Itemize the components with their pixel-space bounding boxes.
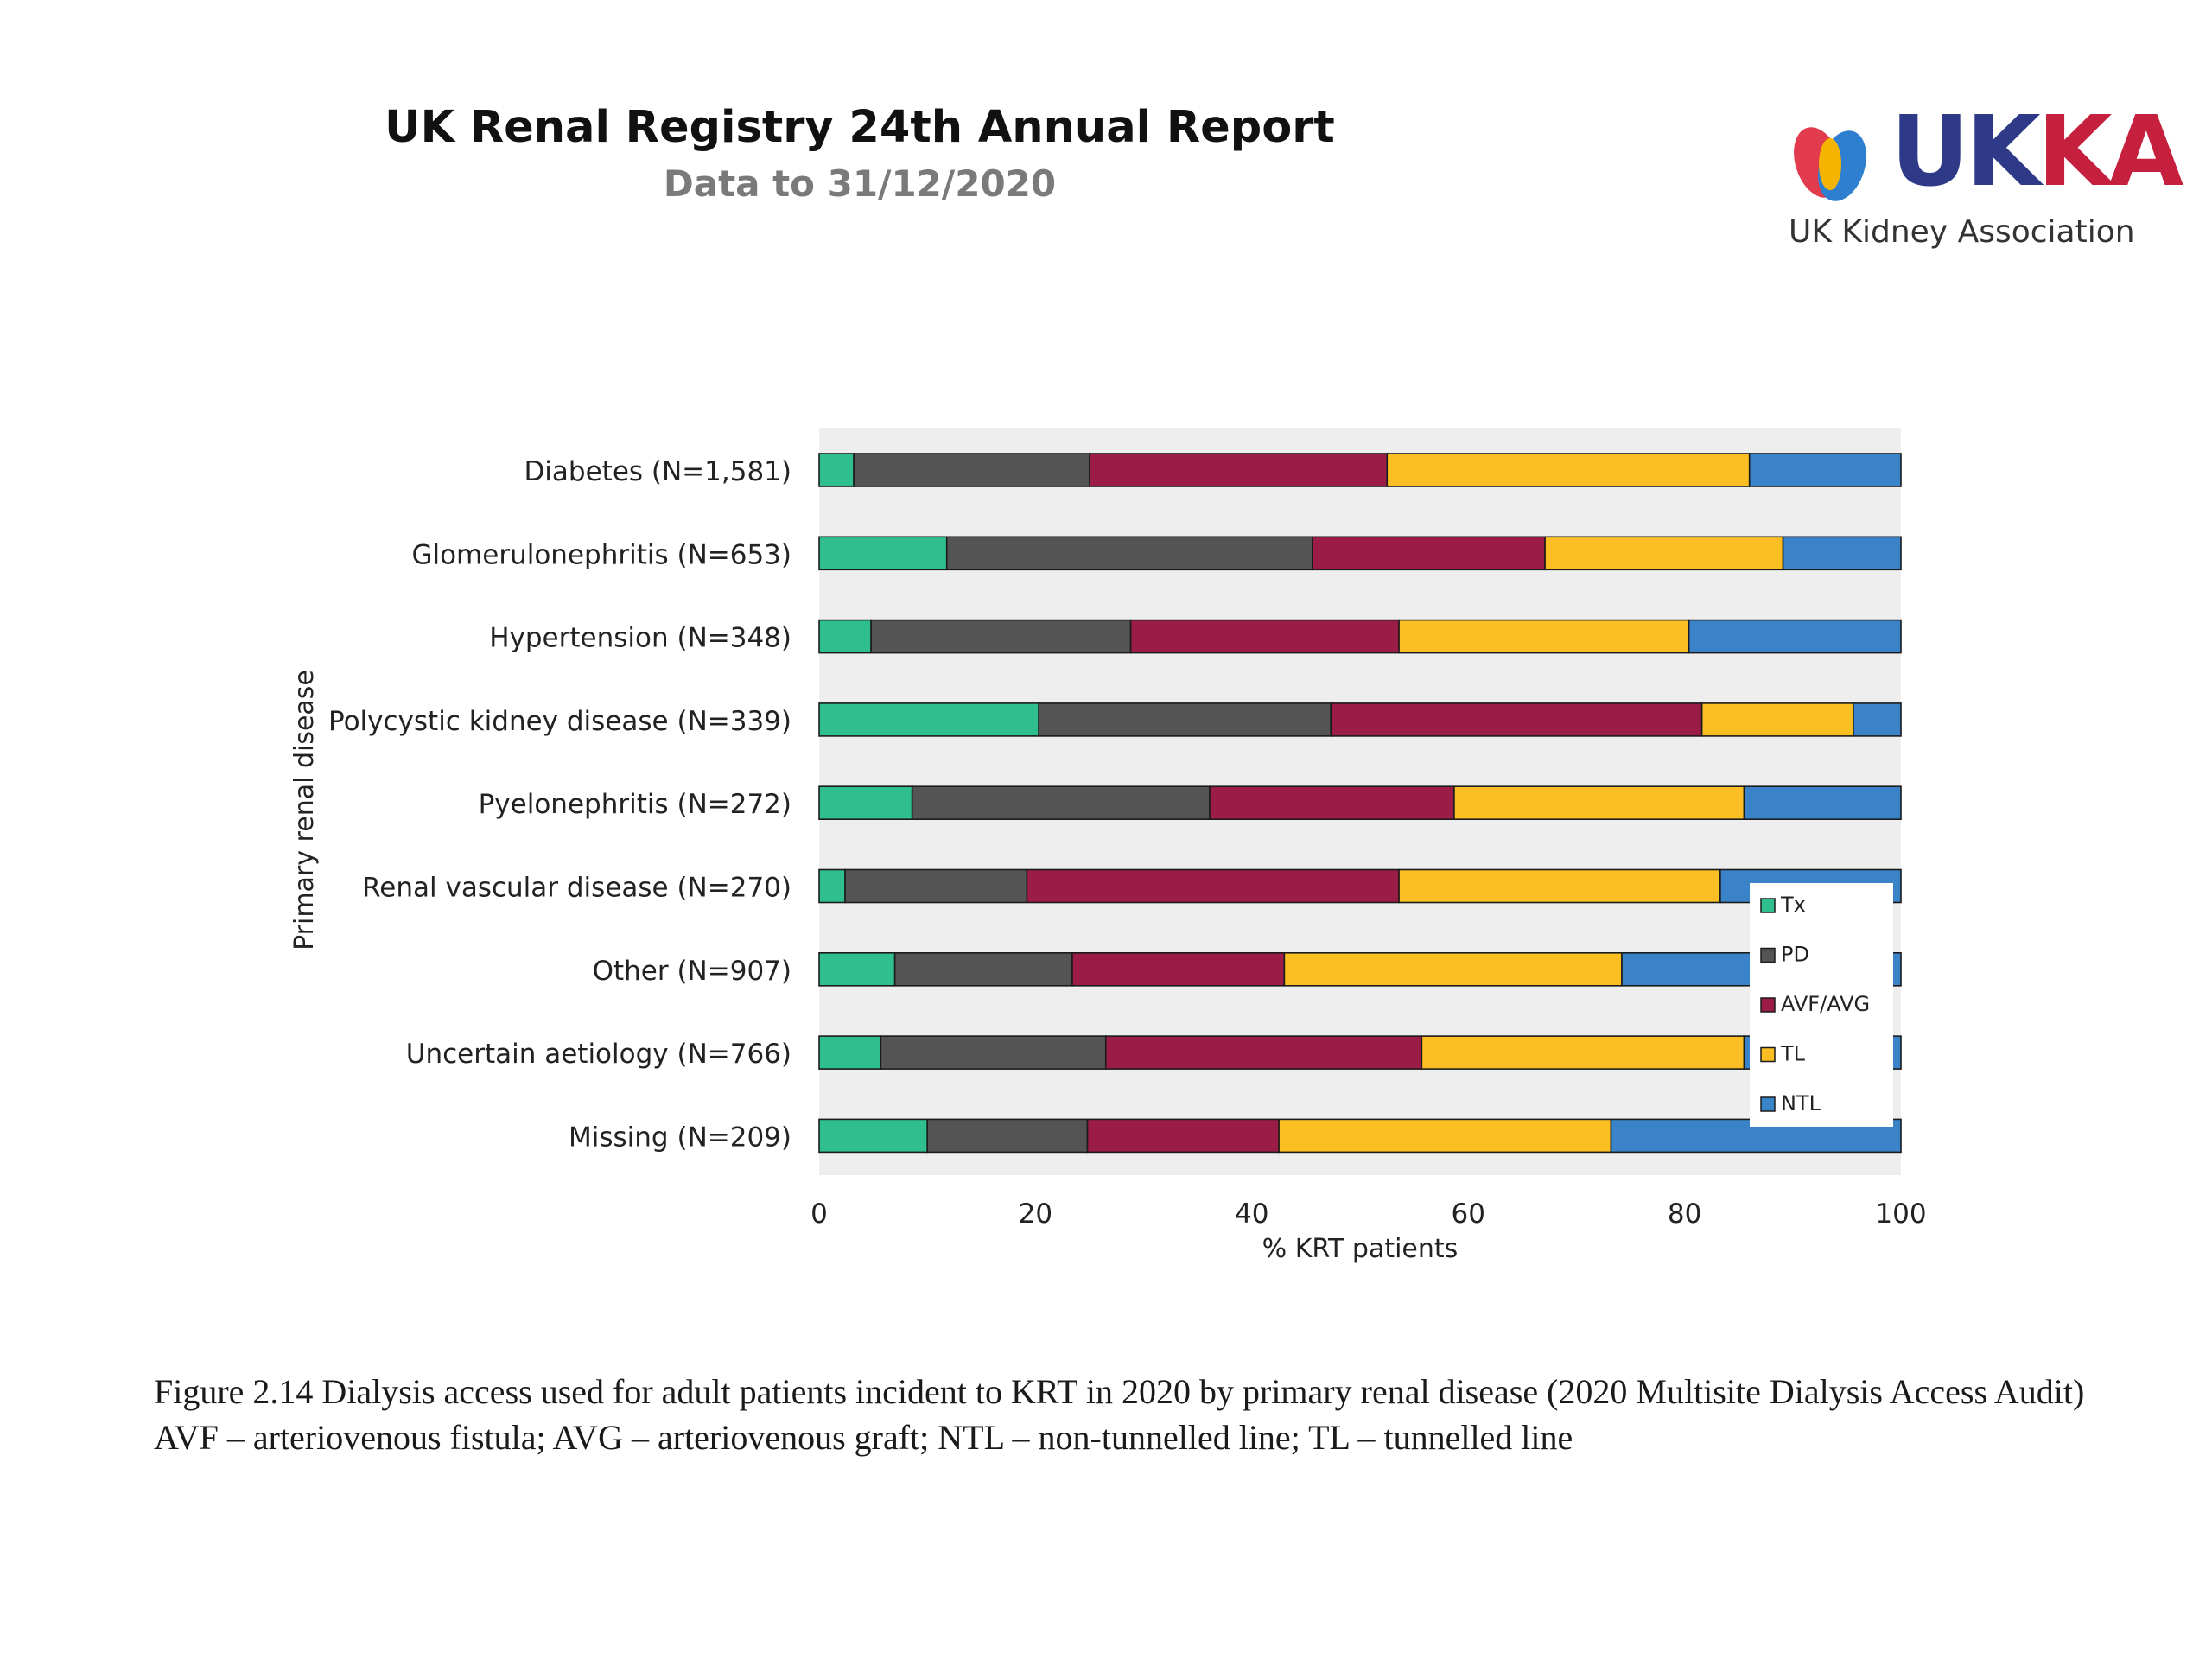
report-subtitle: Data to 31/12/2020	[663, 162, 1057, 205]
legend-swatch	[1760, 1046, 1776, 1063]
bar-segment-pd	[870, 619, 1132, 654]
bar-segment-avfavg	[1312, 536, 1546, 571]
bar-segment-avfavg	[1330, 702, 1703, 737]
bar-segment-avfavg	[1209, 785, 1455, 821]
caption-line-2: AVF – arteriovenous fistula; AVG – arter…	[154, 1418, 1573, 1457]
legend-swatch	[1760, 947, 1776, 963]
y-tick-label: Pyelonephritis (N=272)	[479, 789, 791, 820]
x-tick-label: 0	[810, 1198, 828, 1230]
bar-segment-pd	[880, 1035, 1107, 1070]
bar-segment-pd	[853, 453, 1090, 487]
legend-swatch	[1760, 898, 1776, 913]
bar-segment-avfavg	[1026, 868, 1400, 904]
bar-segment-ntl	[1743, 785, 1902, 821]
bar-segment-tl	[1386, 453, 1751, 487]
x-tick-label: 100	[1875, 1198, 1926, 1230]
ukka-logo-word: UKKA	[1891, 104, 2183, 200]
report-title: UK Renal Registry 24th Annual Report	[385, 102, 1335, 153]
ukka-logo-mark	[1794, 127, 1866, 201]
figure-caption: Figure 2.14 Dialysis access used for adu…	[154, 1369, 2210, 1460]
bar-segment-tx	[818, 619, 872, 654]
y-tick-label: Uncertain aetiology (N=766)	[406, 1039, 791, 1070]
bar-segment-tx	[818, 536, 948, 571]
legend-label: TL	[1780, 1042, 1806, 1066]
bar-segment-ntl	[1748, 453, 1902, 487]
x-tick-label: 80	[1668, 1198, 1701, 1230]
bar-segment-avfavg	[1089, 453, 1389, 487]
ukka-logo-tagline: UK Kidney Association	[1789, 214, 2135, 250]
caption-line-1: Figure 2.14 Dialysis access used for adu…	[154, 1372, 2085, 1411]
bar-segment-tl	[1421, 1035, 1745, 1070]
bar-segment-tl	[1544, 536, 1784, 571]
x-tick-label: 20	[1019, 1198, 1052, 1230]
bar-segment-tl	[1398, 868, 1721, 904]
logo-word-ka: KA	[2037, 96, 2183, 208]
bar-segment-ntl	[1782, 536, 1902, 571]
x-axis-label: % KRT patients	[1262, 1234, 1459, 1264]
y-axis-label: Primary renal disease	[289, 670, 320, 950]
bar-segment-ntl	[1688, 619, 1902, 654]
ukka-logo: UKKA UK Kidney Association	[1789, 104, 2183, 257]
bar-segment-pd	[1038, 702, 1332, 737]
bar-segment-pd	[844, 868, 1028, 904]
bar-segment-pd	[911, 785, 1211, 821]
y-tick-label: Polycystic kidney disease (N=339)	[328, 706, 791, 737]
bar-segment-pd	[926, 1118, 1089, 1154]
x-tick-label: 60	[1451, 1198, 1484, 1230]
bar-segment-tx	[818, 1035, 882, 1070]
x-tick-label: 40	[1235, 1198, 1268, 1230]
bar-segment-tl	[1700, 702, 1854, 737]
y-tick-label: Other (N=907)	[593, 956, 791, 987]
bar-segment-tx	[818, 785, 913, 821]
legend-swatch	[1760, 997, 1776, 1013]
legend-label: PD	[1781, 943, 1809, 967]
legend-label: NTL	[1781, 1091, 1821, 1116]
stacked-bar-chart: Diabetes (N=1,581) Glomerulonephritis (N=…	[289, 428, 1927, 1264]
legend-swatch	[1760, 1096, 1776, 1112]
bar-segment-tx	[818, 868, 846, 904]
bar-segment-pd	[893, 952, 1073, 987]
legend-label: Tx	[1780, 893, 1806, 917]
y-tick-label: Renal vascular disease (N=270)	[362, 873, 791, 904]
bar-segment-tx	[818, 1118, 928, 1154]
bar-segment-tx	[818, 453, 855, 487]
legend-label: AVF/AVG	[1781, 992, 1870, 1016]
y-tick-label: Missing (N=209)	[569, 1122, 791, 1153]
bar-segment-avfavg	[1104, 1035, 1423, 1070]
bar-segment-avfavg	[1086, 1118, 1280, 1154]
bar-segment-pd	[945, 536, 1313, 571]
bar-segment-avfavg	[1129, 619, 1400, 654]
bar-segment-tl	[1398, 619, 1690, 654]
y-tick-label: Diabetes (N=1,581)	[524, 456, 791, 487]
bar-segment-avfavg	[1071, 952, 1286, 987]
bar-segment-tx	[818, 952, 896, 987]
bar-segment-tl	[1283, 952, 1623, 987]
bar-segment-ntl	[1853, 702, 1902, 737]
bar-segment-tl	[1453, 785, 1745, 821]
logo-word-uk: UK	[1891, 96, 2041, 208]
bar-segment-tl	[1278, 1118, 1612, 1154]
bar-segment-tx	[818, 702, 1039, 737]
y-tick-label: Hypertension (N=348)	[489, 623, 791, 654]
y-tick-label: Glomerulonephritis (N=653)	[411, 539, 791, 570]
